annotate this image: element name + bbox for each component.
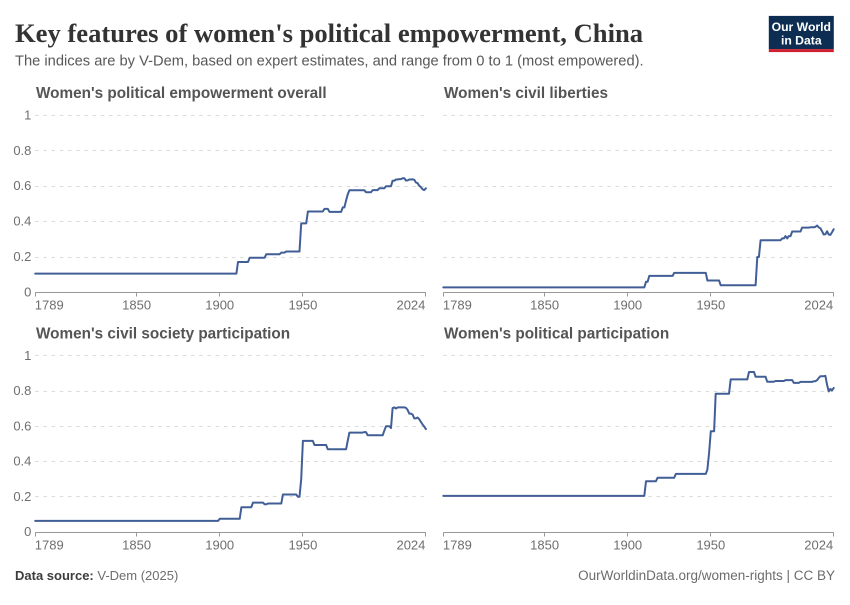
svg-text:OurWorldinData.org/women-right: OurWorldinData.org/women-rights | CC BY — [578, 568, 835, 583]
svg-text:Women's political participatio: Women's political participation — [444, 326, 669, 343]
svg-text:1850: 1850 — [530, 537, 559, 552]
svg-text:Data source: V-Dem (2025): Data source: V-Dem (2025) — [15, 568, 178, 583]
svg-text:1789: 1789 — [443, 537, 472, 552]
svg-text:0.8: 0.8 — [13, 143, 31, 158]
svg-text:The indices are by V-Dem, base: The indices are by V-Dem, based on exper… — [15, 54, 644, 70]
svg-text:Women's civil society particip: Women's civil society participation — [36, 326, 290, 343]
svg-text:1789: 1789 — [35, 297, 64, 312]
svg-text:0: 0 — [24, 524, 31, 539]
svg-text:1850: 1850 — [122, 537, 151, 552]
svg-text:0.2: 0.2 — [13, 489, 31, 504]
svg-text:Women's political empowerment: Women's political empowerment overall — [36, 85, 327, 102]
svg-text:1900: 1900 — [205, 537, 234, 552]
svg-text:2024: 2024 — [396, 297, 425, 312]
svg-text:1950: 1950 — [696, 297, 725, 312]
svg-text:1950: 1950 — [696, 537, 725, 552]
svg-text:0.8: 0.8 — [13, 383, 31, 398]
svg-text:Key features of women's politi: Key features of women's political empowe… — [15, 18, 643, 48]
svg-text:2024: 2024 — [804, 297, 833, 312]
svg-text:in Data: in Data — [781, 34, 822, 48]
svg-text:0.6: 0.6 — [13, 178, 31, 193]
svg-text:0.6: 0.6 — [13, 418, 31, 433]
svg-text:1789: 1789 — [443, 297, 472, 312]
svg-text:0.2: 0.2 — [13, 249, 31, 264]
svg-text:1789: 1789 — [35, 537, 64, 552]
svg-text:Women's civil liberties: Women's civil liberties — [444, 85, 608, 102]
svg-text:1850: 1850 — [530, 297, 559, 312]
svg-text:1900: 1900 — [613, 297, 642, 312]
svg-text:Our World: Our World — [772, 20, 831, 34]
svg-text:1900: 1900 — [613, 537, 642, 552]
svg-text:1: 1 — [24, 348, 31, 363]
svg-text:0.4: 0.4 — [13, 214, 31, 229]
svg-text:1850: 1850 — [122, 297, 151, 312]
svg-text:1900: 1900 — [205, 297, 234, 312]
svg-text:1950: 1950 — [288, 297, 317, 312]
svg-text:2024: 2024 — [396, 537, 425, 552]
svg-text:2024: 2024 — [804, 537, 833, 552]
svg-text:0.4: 0.4 — [13, 454, 31, 469]
svg-text:1950: 1950 — [288, 537, 317, 552]
svg-text:1: 1 — [24, 107, 31, 122]
svg-text:0: 0 — [24, 284, 31, 299]
